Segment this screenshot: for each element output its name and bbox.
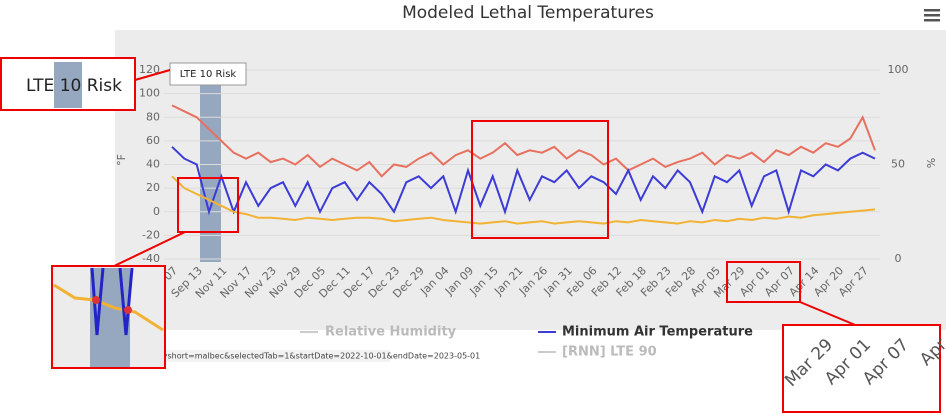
series-line [171, 175, 876, 225]
y-tick-label: -20 [142, 228, 160, 241]
status-url: ec&varietyshort=malbec&selectedTab=1&sta… [124, 352, 480, 361]
tooltip [169, 62, 247, 86]
legend-label: Relative Humidity [325, 325, 457, 340]
series-line [171, 104, 876, 178]
y-tick-label: 0 [153, 205, 160, 218]
y-tick-label: 20 [146, 181, 160, 194]
chart-title: Modeled Lethal Temperatures [402, 3, 654, 23]
zoom-detail [53, 267, 164, 336]
legend-label: [RNN] LTE 90 [562, 345, 657, 360]
y2-tick-label: 0 [895, 252, 902, 265]
zoom-band [54, 62, 82, 108]
legend-label: Minimum Air Temperature [562, 325, 753, 340]
y-tick-label: 60 [146, 134, 160, 147]
status-bar [120, 350, 390, 362]
y-tick-label: -40 [142, 252, 160, 265]
y-axis-label: °F [115, 154, 128, 166]
y-tick-label: 80 [146, 110, 160, 123]
series-line [171, 146, 876, 216]
y2-axis-label: % [924, 158, 937, 168]
y2-tick-label: 100 [888, 63, 909, 76]
zoom-axis [782, 324, 941, 413]
y2-tick-label: 50 [891, 158, 905, 171]
y-tick-label: 40 [146, 158, 160, 171]
menu-icon[interactable] [924, 9, 940, 22]
tooltip-text: LTE 10 Risk [180, 69, 237, 80]
y-tick-label: 120 [139, 63, 160, 76]
zoom-tooltip-text: LTE 10 Risk [26, 76, 122, 96]
y-tick-label: 100 [139, 87, 160, 100]
plot-panel [115, 30, 946, 330]
callouts [109, 69, 861, 328]
